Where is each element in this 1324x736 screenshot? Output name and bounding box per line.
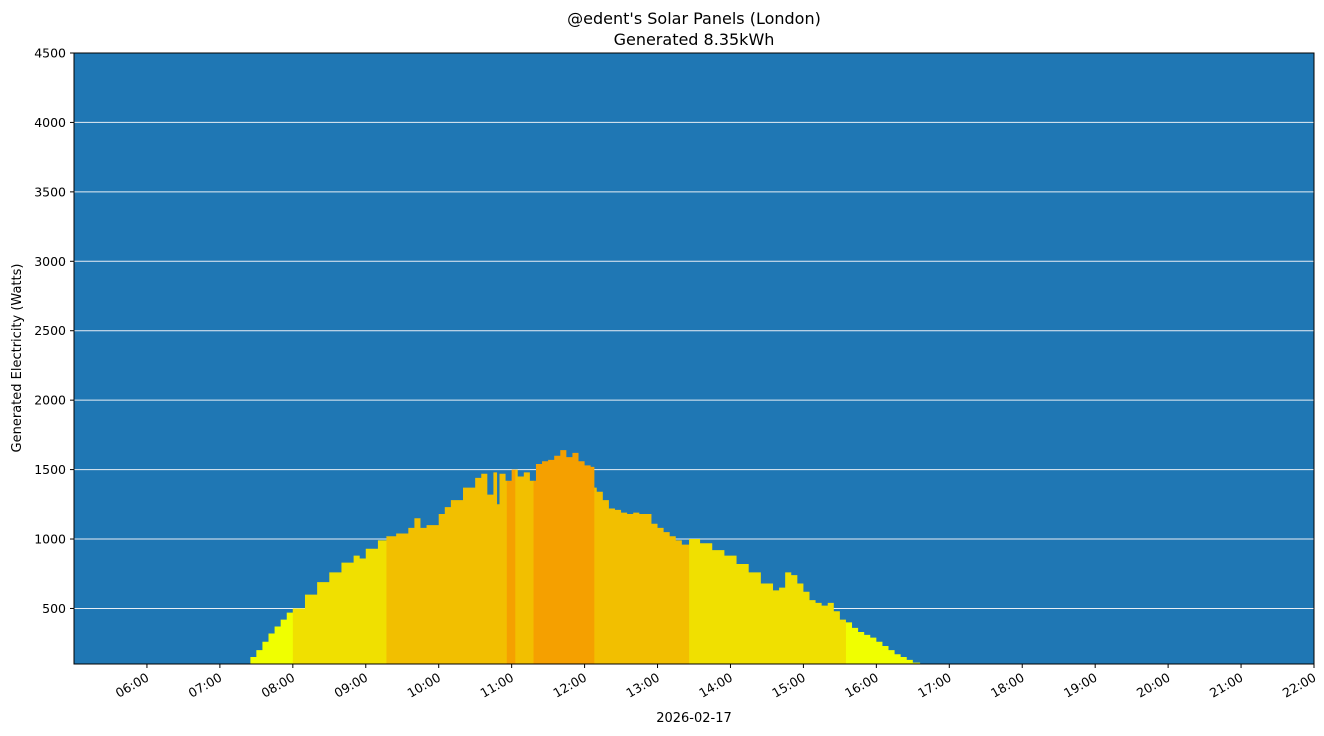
x-tick-label: 06:00 — [113, 670, 152, 701]
y-axis-label: Generated Electricity (Watts) — [10, 264, 25, 453]
y-tick-label: 2000 — [34, 393, 66, 408]
chart-title: @edent's Solar Panels (London) — [567, 9, 821, 28]
y-tick-label: 4500 — [34, 46, 66, 61]
x-tick-label: 12:00 — [550, 670, 589, 701]
color-band — [515, 450, 535, 664]
x-tick-label: 17:00 — [915, 670, 954, 701]
y-axis: 500 1000 1500 2000 2500 3000 3500 4000 4500 — [34, 46, 74, 616]
x-tick-label: 11:00 — [477, 670, 516, 701]
color-band — [506, 450, 516, 664]
y-tick-label: 500 — [42, 601, 66, 616]
y-tick-label: 3500 — [34, 184, 66, 199]
y-tick-label: 1000 — [34, 532, 66, 547]
x-axis-label: 2026-02-17 — [656, 711, 732, 726]
y-gridlines — [74, 121, 1314, 609]
x-tick-label: 19:00 — [1061, 670, 1100, 701]
x-tick-label: 18:00 — [988, 670, 1027, 701]
x-tick-label: 21:00 — [1207, 670, 1246, 701]
x-tick-label: 09:00 — [332, 670, 371, 701]
x-tick-label: 22:00 — [1280, 670, 1319, 701]
x-tick-label: 20:00 — [1134, 670, 1173, 701]
x-tick-label: 14:00 — [696, 670, 735, 701]
y-tick-label: 3000 — [34, 254, 66, 269]
x-tick-label: 16:00 — [842, 670, 881, 701]
y-tick-label: 1500 — [34, 462, 66, 477]
x-axis: 06:00 07:00 08:00 09:00 10:00 11:00 12:00 13:00… — [113, 664, 1319, 701]
x-tick-label: 07:00 — [186, 670, 225, 701]
y-tick-label: 4000 — [34, 115, 66, 130]
color-band — [533, 450, 595, 664]
y-tick-label: 2500 — [34, 323, 66, 338]
chart-subtitle: Generated 8.35kWh — [613, 30, 775, 49]
x-tick-label: 13:00 — [623, 670, 662, 701]
plot-frame — [73, 52, 1315, 665]
x-tick-label: 08:00 — [259, 670, 298, 701]
x-tick-label: 15:00 — [769, 670, 808, 701]
x-tick-label: 10:00 — [405, 670, 444, 701]
